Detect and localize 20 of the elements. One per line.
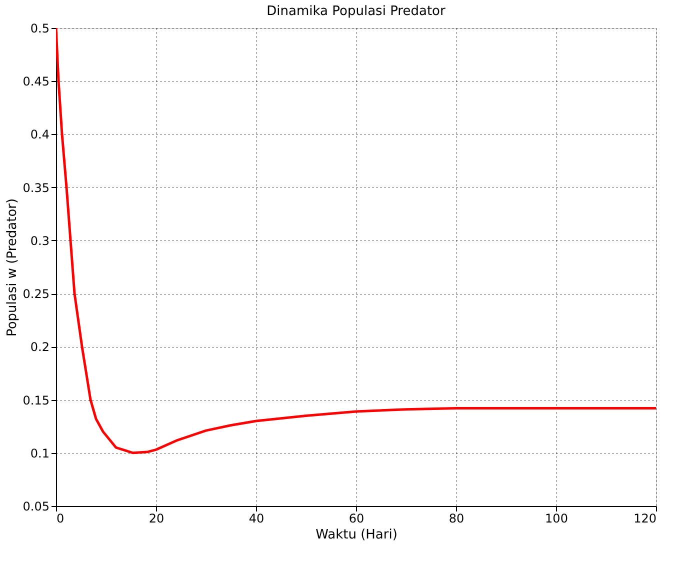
y-tick-label: 0.3 bbox=[30, 234, 50, 248]
y-tick-label: 0.5 bbox=[30, 22, 50, 36]
x-tick-label: 100 bbox=[545, 512, 568, 526]
y-tick-label: 0.25 bbox=[22, 287, 50, 302]
y-tick-label: 0.2 bbox=[30, 340, 50, 354]
x-tick-label: 80 bbox=[448, 512, 464, 526]
y-tick-label: 0.4 bbox=[30, 128, 50, 142]
x-axis-title: Waktu (Hari) bbox=[316, 528, 398, 542]
y-tick-label: 0.15 bbox=[22, 393, 50, 408]
x-tick-label: 0 bbox=[56, 512, 64, 526]
y-tick-label: 0.05 bbox=[22, 500, 50, 514]
y-axis-title: Populasi w (Predator) bbox=[4, 198, 20, 337]
x-tick-label: 40 bbox=[248, 512, 264, 526]
x-tick-label: 20 bbox=[148, 512, 164, 526]
y-tick-label: 0.45 bbox=[22, 74, 50, 89]
chart-title: Dinamika Populasi Predator bbox=[266, 4, 446, 19]
y-tick-label: 0.1 bbox=[30, 446, 50, 460]
y-tick-label: 0.35 bbox=[22, 180, 50, 195]
x-tick-label: 120 bbox=[634, 512, 656, 526]
x-tick-label: 60 bbox=[348, 512, 364, 526]
